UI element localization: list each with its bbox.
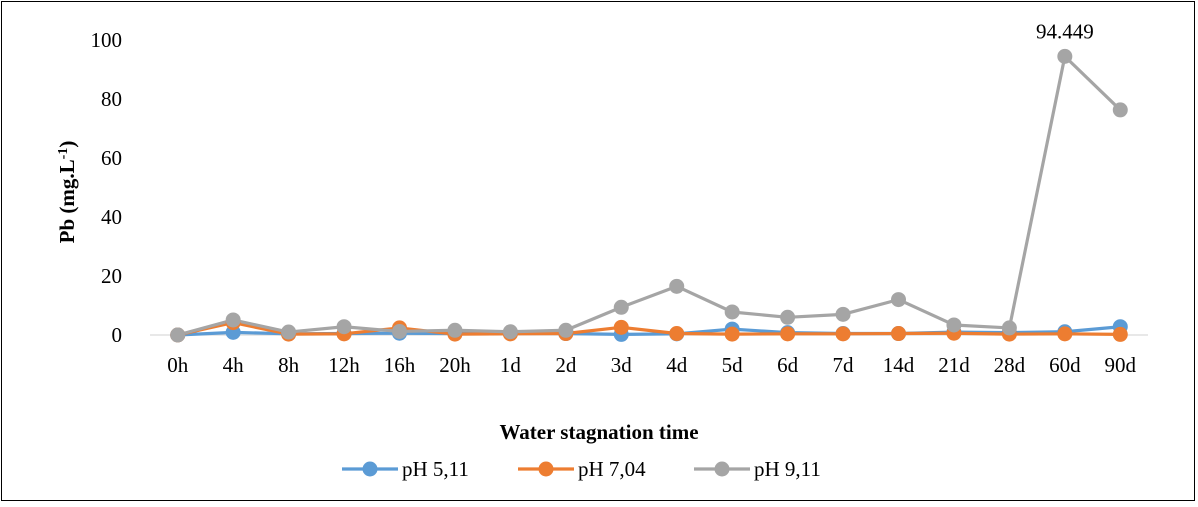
y-tick-label: 100 xyxy=(91,28,123,52)
data-point xyxy=(780,309,796,325)
x-tick-label: 20h xyxy=(439,353,471,377)
x-tick-label: 0h xyxy=(167,353,189,377)
x-tick-label: 1d xyxy=(500,353,522,377)
data-point xyxy=(392,323,407,339)
legend-marker xyxy=(714,461,730,477)
data-point xyxy=(558,322,574,338)
y-tick-label: 80 xyxy=(101,87,122,111)
legend-label: pH 7,04 xyxy=(578,457,646,481)
x-tick-label: 7d xyxy=(833,353,855,377)
data-point xyxy=(613,299,629,315)
data-point xyxy=(225,312,241,328)
x-tick-label: 4h xyxy=(223,353,245,377)
data-point xyxy=(835,306,851,322)
legend-item: pH 7,04 xyxy=(518,457,646,481)
data-point xyxy=(780,326,796,342)
y-axis-title: Pb (mg.L-1) xyxy=(55,141,79,244)
x-tick-label: 16h xyxy=(384,353,416,377)
data-point xyxy=(447,322,463,338)
data-point xyxy=(1057,326,1073,342)
data-point xyxy=(336,319,352,335)
data-point xyxy=(1112,102,1128,118)
series-line-2 xyxy=(177,321,1121,337)
legend-label: pH 9,11 xyxy=(754,457,821,481)
x-tick-label: 14d xyxy=(883,353,915,377)
legend-label: pH 5,11 xyxy=(402,457,469,481)
data-point xyxy=(891,326,906,342)
y-tick-label: 40 xyxy=(101,205,122,229)
data-point xyxy=(281,324,297,340)
legend-item: pH 5,11 xyxy=(342,457,469,481)
data-point xyxy=(1001,320,1017,336)
data-point xyxy=(1057,48,1073,64)
data-point xyxy=(669,326,685,342)
data-point xyxy=(835,326,851,342)
legend-marker xyxy=(538,461,554,477)
legend-item: pH 9,11 xyxy=(694,457,821,481)
x-tick-label: 6d xyxy=(777,353,799,377)
x-tick-label: 90d xyxy=(1105,353,1137,377)
data-point xyxy=(724,326,740,342)
x-tick-label: 8h xyxy=(278,353,300,377)
x-tick-label: 3d xyxy=(611,353,633,377)
series-line-3 xyxy=(177,54,1122,337)
x-axis-title: Water stagnation time xyxy=(499,420,698,444)
y-tick-label: 60 xyxy=(101,146,122,170)
data-point xyxy=(1112,326,1128,342)
x-tick-label: 21d xyxy=(938,353,970,377)
data-point xyxy=(613,319,629,335)
x-tick-label: 28d xyxy=(994,353,1026,377)
data-point xyxy=(170,327,186,343)
x-tick-label: 2d xyxy=(555,353,577,377)
x-tick-label: 5d xyxy=(722,353,744,377)
x-tick-label: 4d xyxy=(666,353,688,377)
data-point xyxy=(669,278,685,294)
y-tick-label: 0 xyxy=(112,323,123,347)
legend: pH 5,11 pH 7,04 pH 9,11 xyxy=(342,457,821,481)
x-tick-label: 12h xyxy=(328,353,360,377)
data-point xyxy=(946,317,962,333)
data-point xyxy=(891,292,906,308)
x-tick-label: 60d xyxy=(1049,353,1081,377)
legend-marker xyxy=(362,461,378,477)
data-point xyxy=(502,324,518,340)
y-tick-label: 20 xyxy=(101,264,122,288)
data-label: 94.449 xyxy=(1036,19,1094,43)
data-point xyxy=(724,304,740,320)
